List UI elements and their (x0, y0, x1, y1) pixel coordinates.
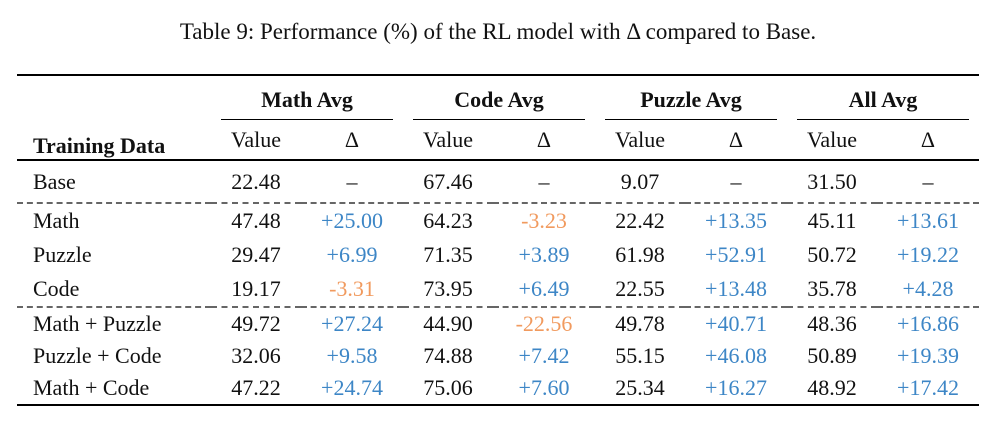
value-cell: 49.78 (595, 306, 685, 340)
delta-cell: – (346, 168, 358, 194)
value-cell: 44.90 (403, 306, 493, 340)
col-group-all-avg: All Avg (787, 75, 979, 120)
delta-cell: – (538, 168, 550, 194)
value-cell: 55.15 (615, 343, 665, 368)
value-cell: 47.48 (211, 202, 301, 238)
delta-cell: +19.22 (897, 242, 959, 267)
table-row: Math + Code 47.22 +24.74 75.06 +7.60 25.… (17, 372, 979, 405)
table-row: Puzzle + Code 32.06 +9.58 74.88 +7.42 55… (17, 340, 979, 372)
value-cell: 75.06 (423, 375, 473, 400)
delta-cell: – (922, 168, 934, 194)
table-row: Base 22.48 – 67.46 – 9.07 – 31.50 – (17, 160, 979, 203)
table-caption: Table 9: Performance (%) of the RL model… (179, 19, 817, 44)
value-cell: 74.88 (423, 343, 473, 368)
delta-cell: +16.86 (877, 306, 979, 340)
col-group-label: Puzzle Avg (605, 87, 777, 120)
delta-cell: +7.42 (518, 343, 570, 368)
value-cell: 29.47 (231, 242, 281, 267)
value-cell: 25.34 (615, 375, 665, 400)
value-cell: 64.23 (403, 202, 493, 238)
table-row: Math + Puzzle 49.72 +27.24 44.90 -22.56 … (17, 306, 979, 340)
table-row: Code 19.17 -3.31 73.95 +6.49 22.55 +13.4… (17, 272, 979, 307)
value-cell: 73.95 (423, 276, 473, 301)
col-group-label: All Avg (797, 87, 969, 120)
delta-cell: +40.71 (685, 306, 787, 340)
row-label: Math + Puzzle (17, 306, 211, 340)
value-header: Value (595, 120, 685, 161)
delta-header: Δ (493, 120, 595, 161)
value-cell: 50.72 (807, 242, 857, 267)
value-header: Value (787, 120, 877, 161)
delta-cell: +27.24 (301, 306, 403, 340)
delta-cell: +52.91 (705, 242, 767, 267)
value-cell: 61.98 (615, 242, 665, 267)
delta-cell: -3.23 (493, 202, 595, 238)
delta-header: Δ (301, 120, 403, 161)
delta-cell: +13.61 (877, 202, 979, 238)
col-group-puzzle-avg: Puzzle Avg (595, 75, 787, 120)
row-label: Math (17, 202, 211, 238)
col-group-label: Code Avg (413, 87, 585, 120)
delta-cell: +16.27 (705, 375, 767, 400)
value-cell: 9.07 (620, 168, 660, 194)
row-label: Puzzle + Code (33, 343, 162, 368)
delta-cell: +24.74 (321, 375, 383, 400)
group-header-row: Training Data Math Avg Code Avg Puzzle A… (17, 75, 979, 161)
delta-cell: +4.28 (902, 276, 954, 301)
delta-cell: – (730, 168, 742, 194)
col-group-label: Math Avg (221, 87, 393, 120)
delta-header: Δ (877, 120, 979, 161)
value-cell: 67.46 (423, 168, 473, 194)
value-cell: 71.35 (423, 242, 473, 267)
value-cell: 49.72 (211, 306, 301, 340)
delta-cell: +17.42 (897, 375, 959, 400)
value-header: Value (211, 120, 301, 161)
row-label: Math + Code (33, 375, 150, 400)
delta-cell: -3.31 (329, 276, 375, 301)
col-group-math-avg: Math Avg (211, 75, 403, 120)
delta-cell: +6.99 (326, 242, 378, 267)
value-cell: 19.17 (231, 276, 281, 301)
table-row: Math 47.48 +25.00 64.23 -3.23 22.42 +13.… (17, 202, 979, 238)
delta-cell: +13.35 (685, 202, 787, 238)
table-row: Puzzle 29.47 +6.99 71.35 +3.89 61.98 +52… (17, 238, 979, 272)
row-label: Base (33, 168, 76, 194)
delta-cell: +3.89 (518, 242, 570, 267)
subheader-row: Value Δ Value Δ Value Δ Value Δ (17, 120, 979, 161)
value-cell: 32.06 (231, 343, 281, 368)
value-cell: 48.92 (807, 375, 857, 400)
training-data-header: Training Data (17, 75, 211, 161)
value-cell: 48.36 (787, 306, 877, 340)
value-cell: 47.22 (231, 375, 281, 400)
row-label: Puzzle (33, 242, 92, 267)
row-label: Code (33, 276, 80, 301)
value-cell: 22.55 (615, 276, 665, 301)
value-cell: 31.50 (807, 168, 857, 194)
value-header: Value (403, 120, 493, 161)
value-cell: 45.11 (787, 202, 877, 238)
col-group-code-avg: Code Avg (403, 75, 595, 120)
value-cell: 50.89 (807, 343, 857, 368)
delta-cell: +7.60 (518, 375, 570, 400)
delta-header: Δ (685, 120, 787, 161)
delta-cell: +13.48 (705, 276, 767, 301)
delta-cell: +9.58 (326, 343, 378, 368)
delta-cell: +25.00 (301, 202, 403, 238)
value-cell: 35.78 (807, 276, 857, 301)
value-cell: 22.42 (595, 202, 685, 238)
delta-cell: +19.39 (897, 343, 959, 368)
value-cell: 22.48 (231, 168, 281, 194)
delta-cell: +46.08 (705, 343, 767, 368)
performance-table: Training Data Math Avg Code Avg Puzzle A… (17, 74, 979, 406)
delta-cell: +6.49 (518, 276, 570, 301)
delta-cell: -22.56 (493, 306, 595, 340)
